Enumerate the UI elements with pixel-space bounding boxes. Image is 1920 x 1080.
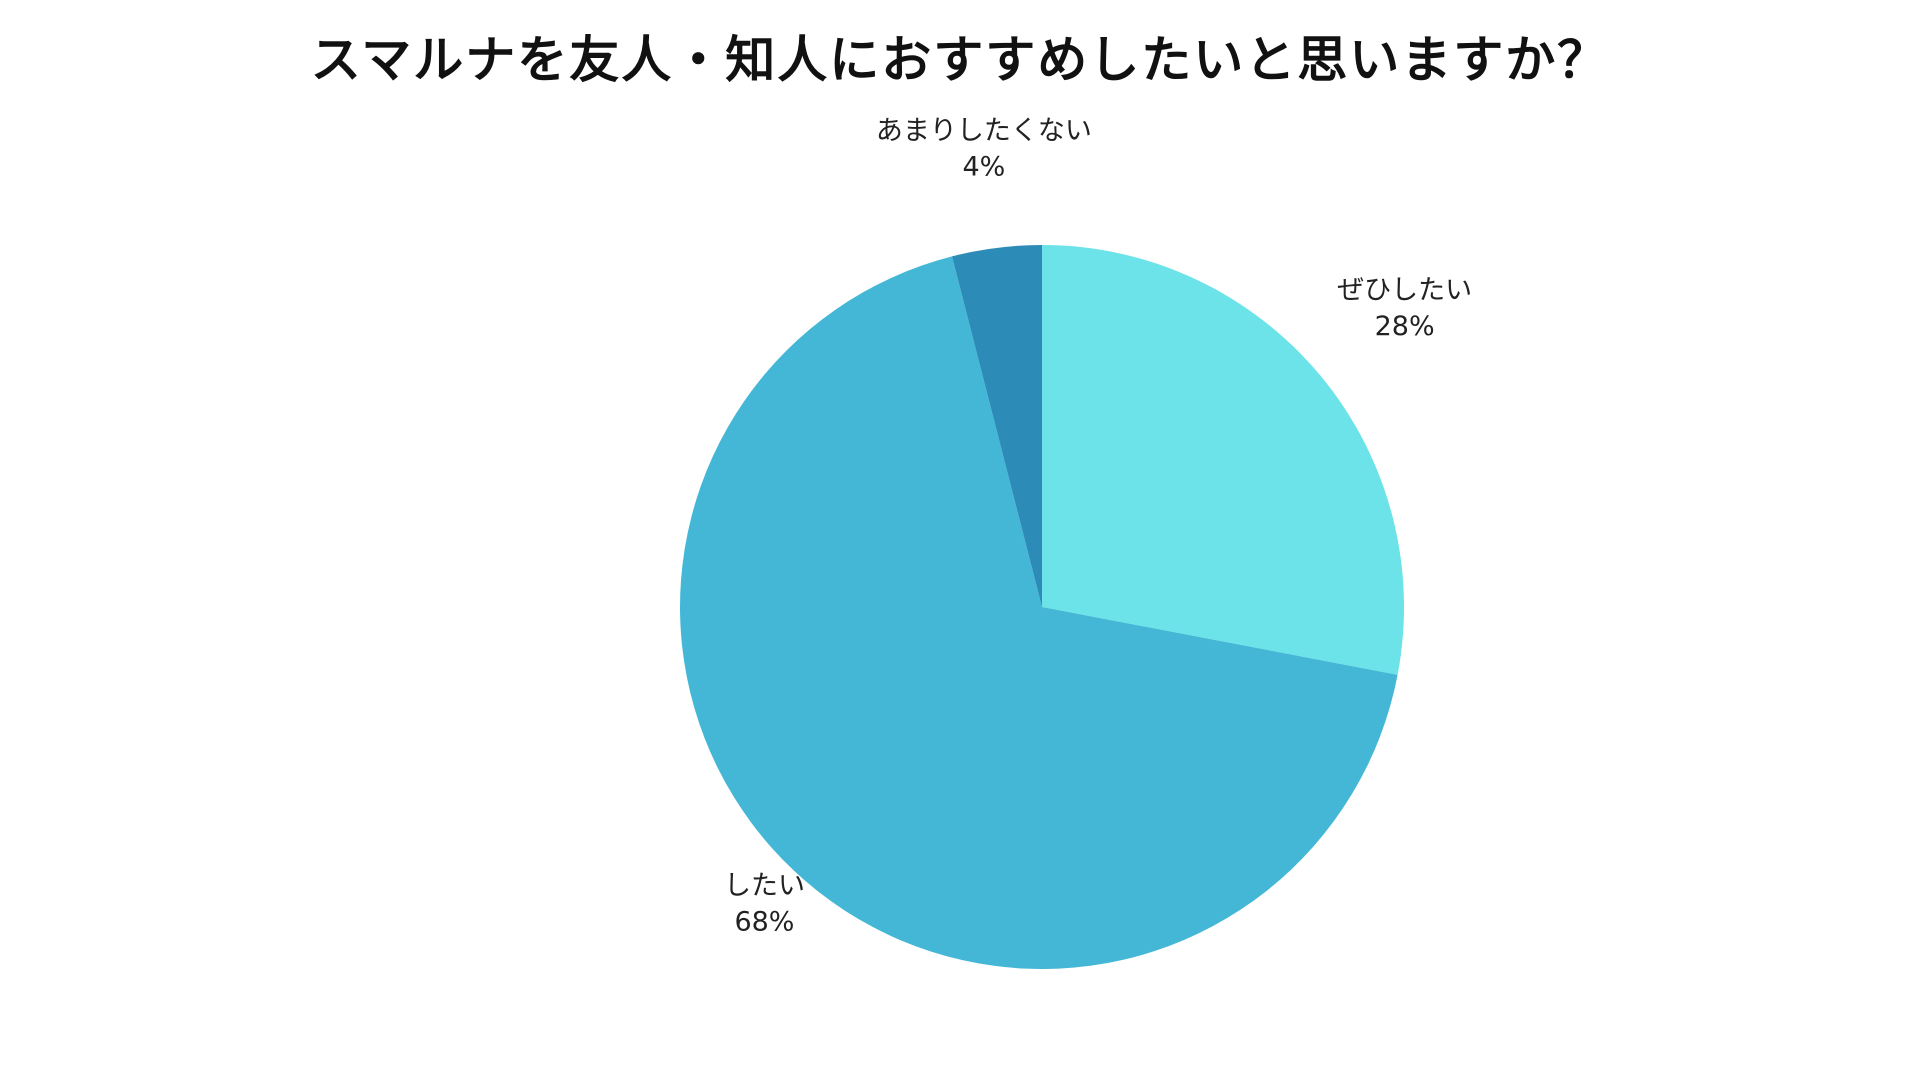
pie-labels: ぜひしたい 28% したい 68% あまりしたくない 4% bbox=[724, 115, 1472, 937]
pie-slices bbox=[680, 245, 1404, 969]
slice-value-label-2: 4% bbox=[963, 151, 1006, 182]
pie-slice-0 bbox=[1042, 245, 1404, 675]
slice-label-2: あまりしたくない bbox=[876, 115, 1092, 146]
pie-slice-1 bbox=[680, 256, 1398, 969]
slice-label-1: したい bbox=[724, 871, 805, 902]
slice-value-label-0: 28% bbox=[1375, 311, 1435, 342]
slice-label-0: ぜひしたい bbox=[1337, 275, 1472, 306]
chart-title: スマルナを友人・知人におすすめしたいと思いますか？ bbox=[310, 31, 1610, 89]
slice-value-label-1: 68% bbox=[734, 907, 794, 938]
pie-slice-2 bbox=[951, 245, 1042, 607]
